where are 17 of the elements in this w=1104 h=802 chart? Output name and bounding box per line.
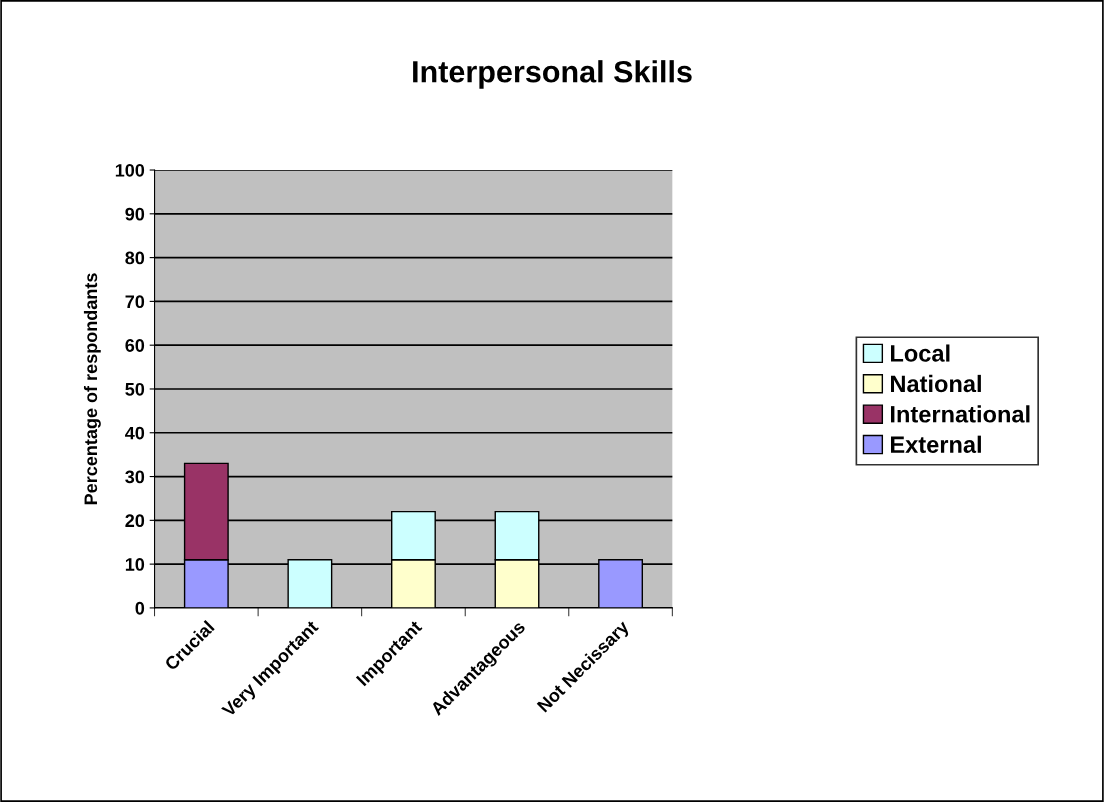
legend-label: Local (891, 344, 950, 362)
legend-label: International (891, 405, 1030, 423)
y-tick-label: 40 (125, 426, 145, 440)
y-tick-label: 20 (125, 514, 145, 528)
y-tick-label: 90 (125, 207, 145, 221)
y-tick-label: 70 (125, 295, 145, 309)
y-tick-label: 30 (125, 470, 145, 484)
legend-label: External (891, 435, 981, 453)
legend-label: National (891, 374, 981, 393)
y-tick-label: 50 (125, 382, 145, 396)
y-tick-label: 10 (125, 558, 145, 571)
y-axis-title: Percentage of respondants (83, 273, 101, 505)
chart-title: Interpersonal Skills (413, 60, 692, 89)
y-tick-label: 0 (135, 601, 145, 615)
y-tick-label: 60 (125, 339, 145, 352)
y-tick-label: 80 (125, 251, 145, 265)
y-tick-label: 100 (115, 163, 145, 177)
